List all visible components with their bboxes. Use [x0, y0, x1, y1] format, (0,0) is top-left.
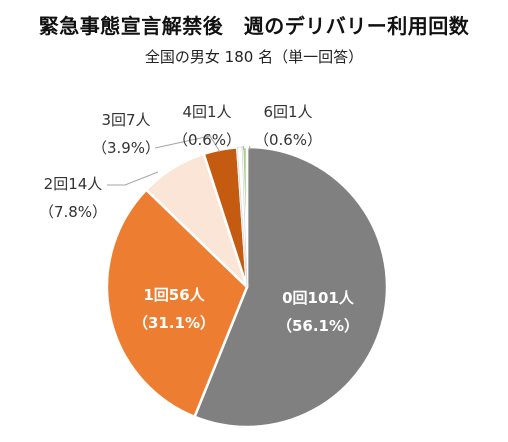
data-label-1-line1: 1回56人 — [143, 286, 205, 304]
pie-slice-1 — [105, 188, 249, 419]
leader-line-3 — [154, 135, 221, 153]
data-label-3-line1: 3回7人 — [101, 111, 150, 129]
chart-title: 緊急事態宣言解禁後 週のデリバリー利用回数 — [38, 14, 470, 38]
data-label-2-line1: 2回14人 — [44, 175, 103, 193]
data-label-3-line2: （3.9%） — [92, 139, 160, 157]
data-label-0-line2: （56.1%） — [277, 317, 359, 335]
data-label-2-line2: （7.8%） — [39, 203, 107, 221]
leader-line-2 — [107, 171, 159, 186]
data-label-4-line1: 4回1人 — [182, 103, 231, 121]
data-label-4-line2: （0.6%） — [173, 131, 241, 149]
leader-line-5 — [248, 145, 251, 151]
data-label-5-line2: （0.6%） — [254, 131, 322, 149]
pie-slice-0 — [193, 145, 389, 429]
data-label-0-line1: 0回101人 — [282, 289, 355, 307]
data-label-5-line1: 6回1人 — [263, 103, 312, 121]
leader-line-4 — [242, 145, 245, 151]
data-label-1-line2: （31.1%） — [133, 314, 215, 332]
pie-slice-outline-4 — [236, 146, 248, 288]
chart-subtitle: 全国の男女 180 名（単一回答） — [144, 48, 364, 66]
